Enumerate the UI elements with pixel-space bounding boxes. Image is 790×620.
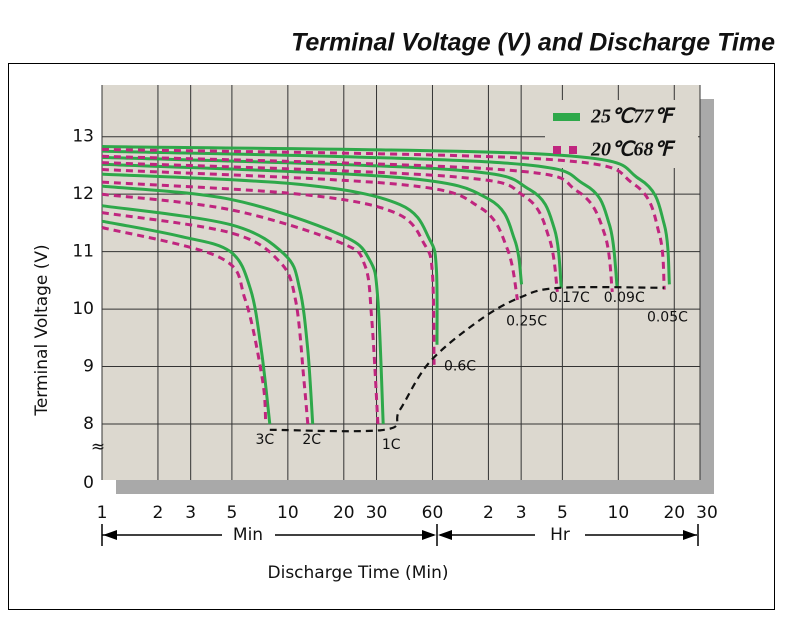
discharge-curve	[101, 204, 315, 425]
x-tick-label: 10	[277, 503, 299, 523]
discharge-curve	[101, 147, 666, 290]
x-tick-label: 1	[97, 503, 108, 523]
discharge-curve	[101, 162, 524, 285]
discharge-curve	[101, 184, 385, 425]
y-tick-label: 12	[72, 184, 94, 204]
x-axis-label: Discharge Time (Min)	[268, 563, 449, 583]
discharge-curve	[101, 145, 671, 285]
discharge-curve	[101, 180, 436, 365]
discharge-curve	[101, 149, 619, 288]
rate-label: 0.6C	[444, 359, 476, 375]
y-tick-label: 9	[83, 357, 94, 377]
end-voltage-curve	[269, 285, 665, 433]
x-tick-label: 5	[557, 503, 568, 523]
chart-title: Terminal Voltage (V) and Discharge Time	[291, 29, 775, 57]
y-axis-label: Terminal Voltage (V)	[32, 244, 52, 416]
rate-label: 0.17C	[549, 290, 590, 306]
x-tick-label: 2	[153, 503, 164, 523]
x-tick-label: 30	[696, 503, 718, 523]
discharge-curve	[101, 226, 268, 425]
x-tick-label: 2	[483, 503, 494, 523]
x-unit-label: Min	[233, 525, 263, 545]
x-tick-label: 20	[333, 503, 355, 523]
y-tick-label: 11	[72, 242, 94, 262]
rate-label: 0.25C	[506, 313, 547, 329]
rate-label: 2C	[302, 432, 321, 448]
y-tick-label: 8	[83, 414, 94, 434]
discharge-curve	[101, 219, 272, 425]
y-tick-label: 0	[83, 473, 94, 493]
discharge-curve	[101, 168, 519, 301]
rate-label: 0.09C	[604, 290, 645, 306]
rate-label: 1C	[382, 437, 401, 453]
x-tick-label: 10	[608, 503, 630, 523]
legend-label: 20℃68℉	[590, 139, 675, 161]
discharge-curve	[101, 192, 380, 425]
unit-arrows	[101, 524, 699, 546]
x-tick-label: 60	[422, 503, 444, 523]
x-tick-label: 5	[226, 503, 237, 523]
rate-label: 3C	[255, 432, 274, 448]
x-unit-label: Hr	[550, 525, 570, 545]
x-tick-label: 20	[663, 503, 685, 523]
axis-break: ≈	[91, 437, 105, 457]
y-tick-label: 13	[72, 127, 94, 147]
rate-label: 0.05C	[647, 309, 688, 325]
discharge-curve	[101, 211, 310, 425]
x-tick-label: 30	[366, 503, 388, 523]
discharge-curve	[101, 161, 559, 293]
x-tick-label: 3	[516, 503, 527, 523]
legend-label: 25℃77℉	[590, 106, 675, 128]
discharge-curve	[101, 172, 439, 345]
y-tick-label: 10	[72, 299, 94, 319]
discharge-curve	[101, 154, 614, 293]
x-tick-label: 3	[185, 503, 196, 523]
